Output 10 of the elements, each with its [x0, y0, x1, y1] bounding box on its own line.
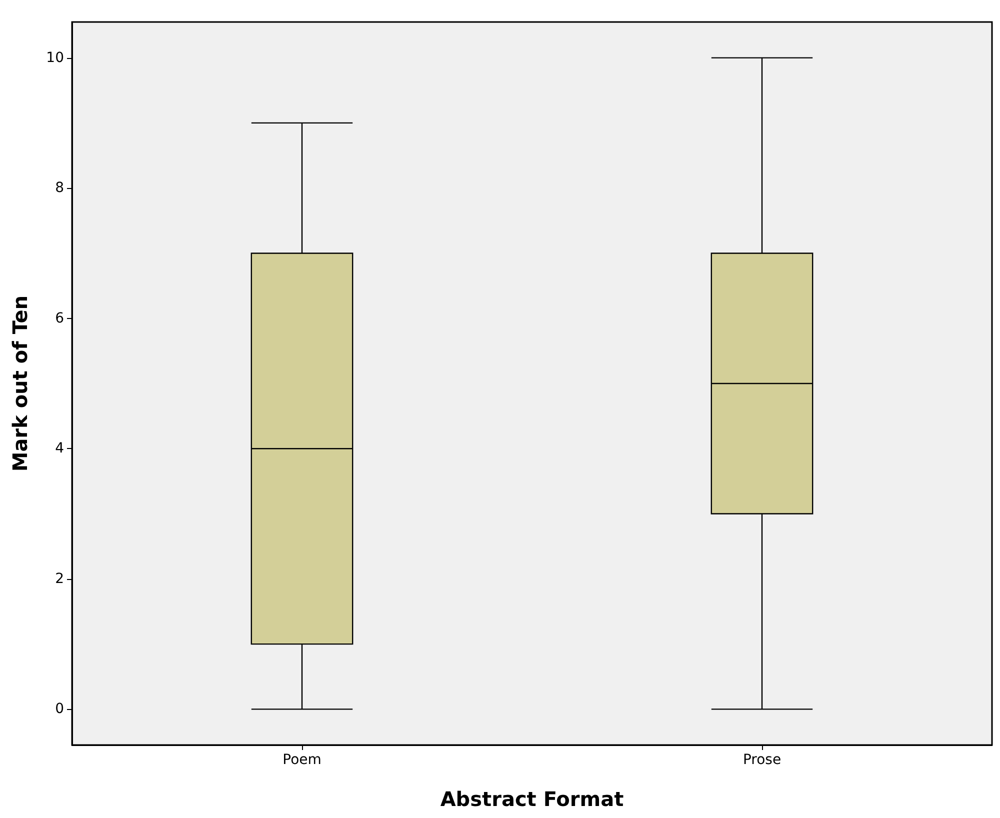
y-tick-label: 0 [55, 701, 64, 718]
x-axis-title: Abstract Format [440, 787, 624, 811]
y-tick-label: 6 [55, 310, 64, 326]
y-tick-label: 2 [55, 570, 64, 587]
x-tick-label: Poem [282, 752, 322, 768]
y-tick-label: 4 [55, 440, 64, 457]
y-tick-label: 10 [46, 50, 64, 66]
y-tick-label: 8 [55, 180, 64, 196]
x-tick-label: Prose [742, 752, 782, 768]
y-axis-title: Mark out of Ten [8, 295, 32, 472]
